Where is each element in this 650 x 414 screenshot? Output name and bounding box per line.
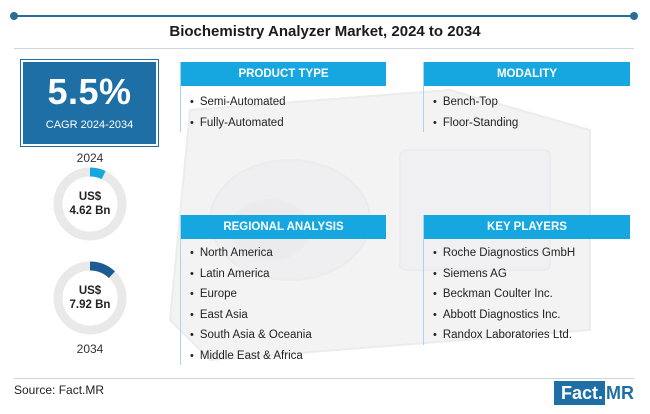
start-year: 2024 — [76, 151, 104, 165]
donut-2024 — [53, 167, 127, 241]
list-item: Roche Diagnostics GmbH — [433, 243, 575, 264]
section-divider — [180, 62, 181, 132]
title-divider — [14, 48, 634, 49]
cagr-value: 5.5% — [47, 71, 132, 112]
list-item: Europe — [190, 284, 312, 305]
brand-logo: Fact. MR — [553, 381, 634, 405]
brand-logo-left: Fact. — [553, 381, 605, 405]
list-item: South Asia & Oceania — [190, 325, 312, 346]
list-modality: Bench-Top Floor-Standing — [433, 92, 518, 133]
donut-2034 — [53, 261, 127, 335]
list-item: Abbott Diagnostics Inc. — [433, 305, 575, 326]
end-currency: US$ — [78, 285, 102, 297]
donut-arc-2024 — [53, 167, 127, 241]
section-header-product-type: PRODUCT TYPE — [181, 62, 386, 86]
section-header-regional-analysis: REGIONAL ANALYSIS — [181, 215, 386, 239]
list-item: Siemens AG — [433, 264, 575, 285]
cagr-box: 5.5% CAGR 2024-2034 — [23, 62, 156, 144]
end-value: US$ 7.92 Bn — [51, 284, 129, 312]
section-header-key-players: KEY PLAYERS — [424, 215, 630, 239]
section-divider — [423, 215, 424, 345]
list-item: Randox Laboratories Ltd. — [433, 325, 575, 346]
list-key-players: Roche Diagnostics GmbH Siemens AG Beckma… — [433, 243, 575, 346]
section-divider — [180, 215, 181, 365]
footer-divider — [14, 378, 634, 379]
start-amount: 4.62 Bn — [69, 205, 111, 217]
list-item: Semi-Automated — [190, 92, 286, 113]
section-divider — [423, 62, 424, 132]
start-currency: US$ — [78, 191, 102, 203]
section-header-modality: MODALITY — [424, 62, 630, 86]
source-text: Source: Fact.MR — [14, 383, 105, 397]
list-item: North America — [190, 243, 312, 264]
brand-logo-right: MR — [606, 383, 634, 403]
page-title: Biochemistry Analyzer Market, 2024 to 20… — [169, 23, 481, 40]
list-regional: North America Latin America Europe East … — [190, 243, 312, 366]
top-rule — [10, 12, 638, 20]
rule-dot-left — [10, 12, 18, 20]
donut-arc-2034 — [53, 261, 127, 335]
list-item: Latin America — [190, 264, 312, 285]
list-item: Floor-Standing — [433, 113, 518, 134]
end-amount: 7.92 Bn — [69, 299, 111, 311]
start-value: US$ 4.62 Bn — [51, 190, 129, 218]
list-item: Beckman Coulter Inc. — [433, 284, 575, 305]
end-year: 2034 — [76, 342, 104, 356]
list-item: Bench-Top — [433, 92, 518, 113]
list-item: Fully-Automated — [190, 113, 286, 134]
list-product-type: Semi-Automated Fully-Automated — [190, 92, 286, 133]
cagr-label: CAGR 2024-2034 — [45, 119, 134, 131]
list-item: East Asia — [190, 305, 312, 326]
rule-dot-right — [630, 12, 638, 20]
list-item: Middle East & Africa — [190, 346, 312, 367]
